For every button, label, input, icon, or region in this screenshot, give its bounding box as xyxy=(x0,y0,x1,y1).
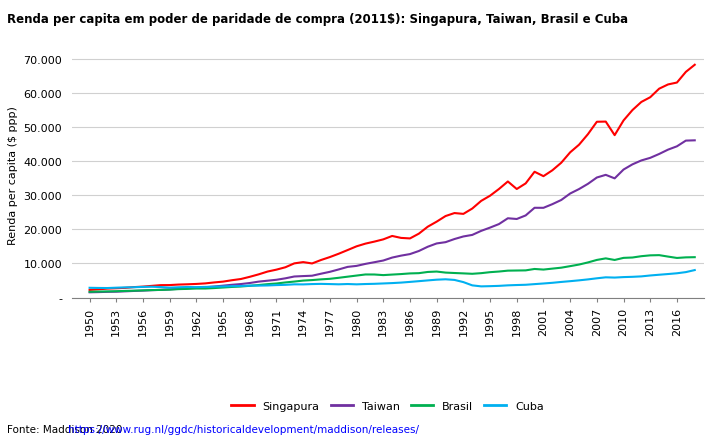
Taiwan xyxy=(281,276,289,281)
Text: Renda per capita em poder de paridade de compra (2011$): Singapura, Taiwan, Bras: Renda per capita em poder de paridade de… xyxy=(7,13,628,26)
Cuba xyxy=(290,282,299,287)
Singapura xyxy=(290,261,299,266)
Cuba xyxy=(681,270,690,275)
Cuba xyxy=(85,286,94,291)
Y-axis label: Renda per capita ($ ppp): Renda per capita ($ ppp) xyxy=(8,106,18,244)
Brasil xyxy=(281,280,289,286)
Taiwan xyxy=(85,290,94,295)
Singapura xyxy=(85,288,94,293)
Text: https://www.rug.nl/ggdc/historicaldevelopment/maddison/releases/: https://www.rug.nl/ggdc/historicaldevelo… xyxy=(68,424,419,434)
Legend: Singapura, Taiwan, Brasil, Cuba: Singapura, Taiwan, Brasil, Cuba xyxy=(227,396,549,415)
Line: Singapura: Singapura xyxy=(90,66,695,290)
Brasil xyxy=(290,279,299,285)
Brasil xyxy=(130,288,139,293)
Cuba xyxy=(210,284,218,290)
Cuba xyxy=(299,282,307,287)
Cuba xyxy=(691,268,699,273)
Brasil xyxy=(691,255,699,260)
Brasil xyxy=(201,286,210,291)
Singapura xyxy=(691,63,699,68)
Brasil xyxy=(681,255,690,261)
Cuba xyxy=(442,277,450,282)
Taiwan xyxy=(201,285,210,290)
Cuba xyxy=(103,286,112,291)
Taiwan xyxy=(432,241,441,247)
Singapura xyxy=(130,285,139,290)
Line: Cuba: Cuba xyxy=(90,270,695,288)
Line: Brasil: Brasil xyxy=(90,255,695,292)
Singapura xyxy=(201,281,210,286)
Taiwan xyxy=(165,287,174,292)
Text: Fonte: Maddison 2020: Fonte: Maddison 2020 xyxy=(7,424,126,434)
Singapura xyxy=(281,265,289,270)
Brasil xyxy=(655,253,663,258)
Singapura xyxy=(165,283,174,288)
Line: Taiwan: Taiwan xyxy=(90,141,695,293)
Taiwan xyxy=(290,274,299,279)
Brasil xyxy=(432,269,441,275)
Taiwan xyxy=(130,289,139,294)
Taiwan xyxy=(691,138,699,144)
Brasil xyxy=(85,290,94,295)
Singapura xyxy=(432,219,441,225)
Cuba xyxy=(139,285,147,290)
